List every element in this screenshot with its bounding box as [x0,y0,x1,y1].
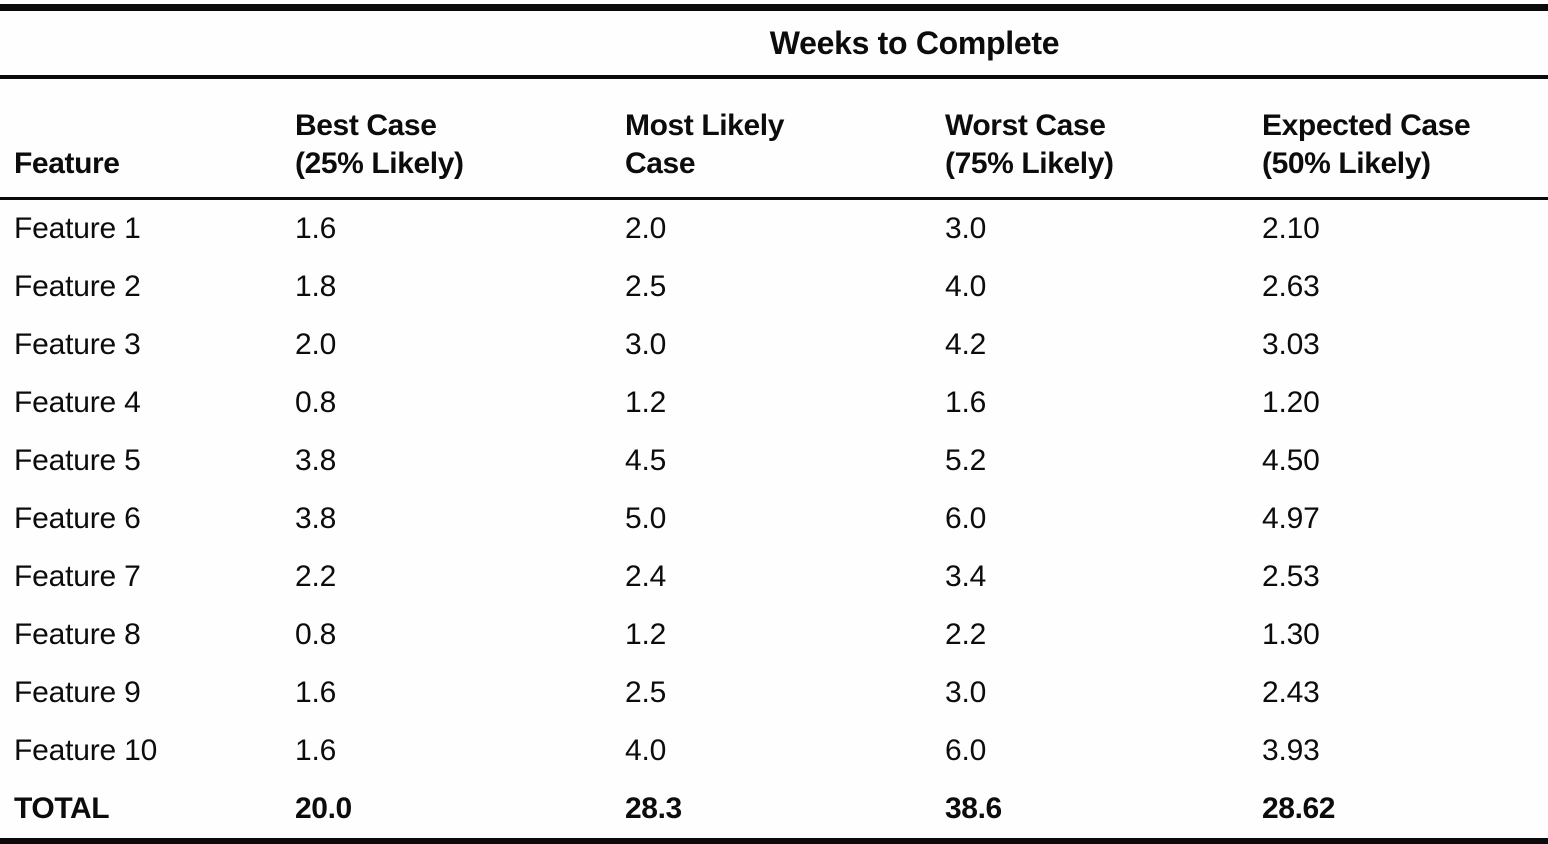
best-case-cell: 3.8 [295,502,337,535]
total-feature-cell: TOTAL [14,792,110,825]
column-header-line: Case [625,147,696,180]
most-likely-case-cell: 4.5 [625,444,667,477]
table-row: Feature 9 1.6 2.5 3.0 2.43 [0,664,1548,722]
table-row: Feature 8 0.8 1.2 2.2 1.30 [0,606,1548,664]
best-case-cell: 1.8 [295,270,337,303]
total-best-case-cell: 20.0 [295,792,352,825]
feature-cell: Feature 6 [14,502,141,535]
expected-case-cell: 1.20 [1262,386,1320,419]
column-header-feature: Feature [0,77,281,200]
most-likely-case-cell: 1.2 [625,386,667,419]
worst-case-cell: 4.2 [945,328,987,361]
expected-case-cell: 2.43 [1262,676,1320,709]
weeks-to-complete-table: Weeks to Complete Feature Best Case (25% L… [0,4,1548,844]
table-body: Feature 1 1.6 2.0 3.0 2.10 Feature 2 1.8 2.5 4.0… [0,199,1548,843]
worst-case-cell: 3.0 [945,212,987,245]
most-likely-case-cell: 2.5 [625,676,667,709]
worst-case-cell: 6.0 [945,734,987,767]
spanning-header-spacer [0,7,281,79]
table-row: Feature 4 0.8 1.2 1.6 1.20 [0,374,1548,432]
feature-cell: Feature 9 [14,676,141,709]
most-likely-case-cell: 1.2 [625,618,667,651]
most-likely-case-cell: 2.0 [625,212,667,245]
worst-case-cell: 4.0 [945,270,987,303]
column-header-row: Feature Best Case (25% Likely) Most Likely C… [0,77,1548,200]
table-row: Feature 10 1.6 4.0 6.0 3.93 [0,722,1548,780]
worst-case-cell: 6.0 [945,502,987,535]
best-case-cell: 2.0 [295,328,337,361]
expected-case-cell: 3.03 [1262,328,1320,361]
expected-case-cell: 3.93 [1262,734,1320,767]
most-likely-case-cell: 4.0 [625,734,667,767]
most-likely-case-cell: 3.0 [625,328,667,361]
feature-cell: Feature 2 [14,270,141,303]
column-header-line: Best Case [295,109,437,142]
feature-cell: Feature 8 [14,618,141,651]
spanning-header: Weeks to Complete [281,7,1548,79]
worst-case-cell: 1.6 [945,386,987,419]
best-case-cell: 2.2 [295,560,337,593]
total-row: TOTAL 20.0 28.3 38.6 28.62 [0,780,1548,842]
column-header-most-likely-case: Most Likely Case [611,77,931,200]
expected-case-cell: 4.50 [1262,444,1320,477]
table-row: Feature 5 3.8 4.5 5.2 4.50 [0,432,1548,490]
table-row: Feature 2 1.8 2.5 4.0 2.63 [0,258,1548,316]
best-case-cell: 1.6 [295,212,337,245]
worst-case-cell: 5.2 [945,444,987,477]
best-case-cell: 0.8 [295,618,337,651]
feature-cell: Feature 7 [14,560,141,593]
total-expected-case-cell: 28.62 [1262,792,1336,825]
column-header-line: Most Likely [625,109,784,142]
expected-case-cell: 1.30 [1262,618,1320,651]
best-case-cell: 1.6 [295,676,337,709]
column-header-line: (75% Likely) [945,147,1114,180]
table-row: Feature 7 2.2 2.4 3.4 2.53 [0,548,1548,606]
column-header-line: Worst Case [945,109,1106,142]
most-likely-case-cell: 5.0 [625,502,667,535]
spanning-header-row: Weeks to Complete [0,7,1548,79]
worst-case-cell: 2.2 [945,618,987,651]
feature-cell: Feature 3 [14,328,141,361]
column-header-best-case: Best Case (25% Likely) [281,77,611,200]
column-header-line: (50% Likely) [1262,147,1431,180]
table-row: Feature 6 3.8 5.0 6.0 4.97 [0,490,1548,548]
expected-case-cell: 2.53 [1262,560,1320,593]
total-most-likely-case-cell: 28.3 [625,792,682,825]
feature-cell: Feature 1 [14,212,141,245]
worst-case-cell: 3.0 [945,676,987,709]
best-case-cell: 0.8 [295,386,337,419]
expected-case-cell: 4.97 [1262,502,1320,535]
most-likely-case-cell: 2.5 [625,270,667,303]
feature-cell: Feature 5 [14,444,141,477]
total-worst-case-cell: 38.6 [945,792,1002,825]
most-likely-case-cell: 2.4 [625,560,667,593]
expected-case-cell: 2.10 [1262,212,1320,245]
expected-case-cell: 2.63 [1262,270,1320,303]
column-header-expected-case: Expected Case (50% Likely) [1248,77,1548,200]
feature-cell: Feature 4 [14,386,141,419]
best-case-cell: 1.6 [295,734,337,767]
worst-case-cell: 3.4 [945,560,987,593]
best-case-cell: 3.8 [295,444,337,477]
feature-cell: Feature 10 [14,734,158,767]
table-row: Feature 3 2.0 3.0 4.2 3.03 [0,316,1548,374]
column-header-line: Feature [14,147,120,180]
column-header-worst-case: Worst Case (75% Likely) [931,77,1248,200]
column-header-line: Expected Case [1262,109,1471,142]
table-row: Feature 1 1.6 2.0 3.0 2.10 [0,199,1548,259]
column-header-line: (25% Likely) [295,147,464,180]
